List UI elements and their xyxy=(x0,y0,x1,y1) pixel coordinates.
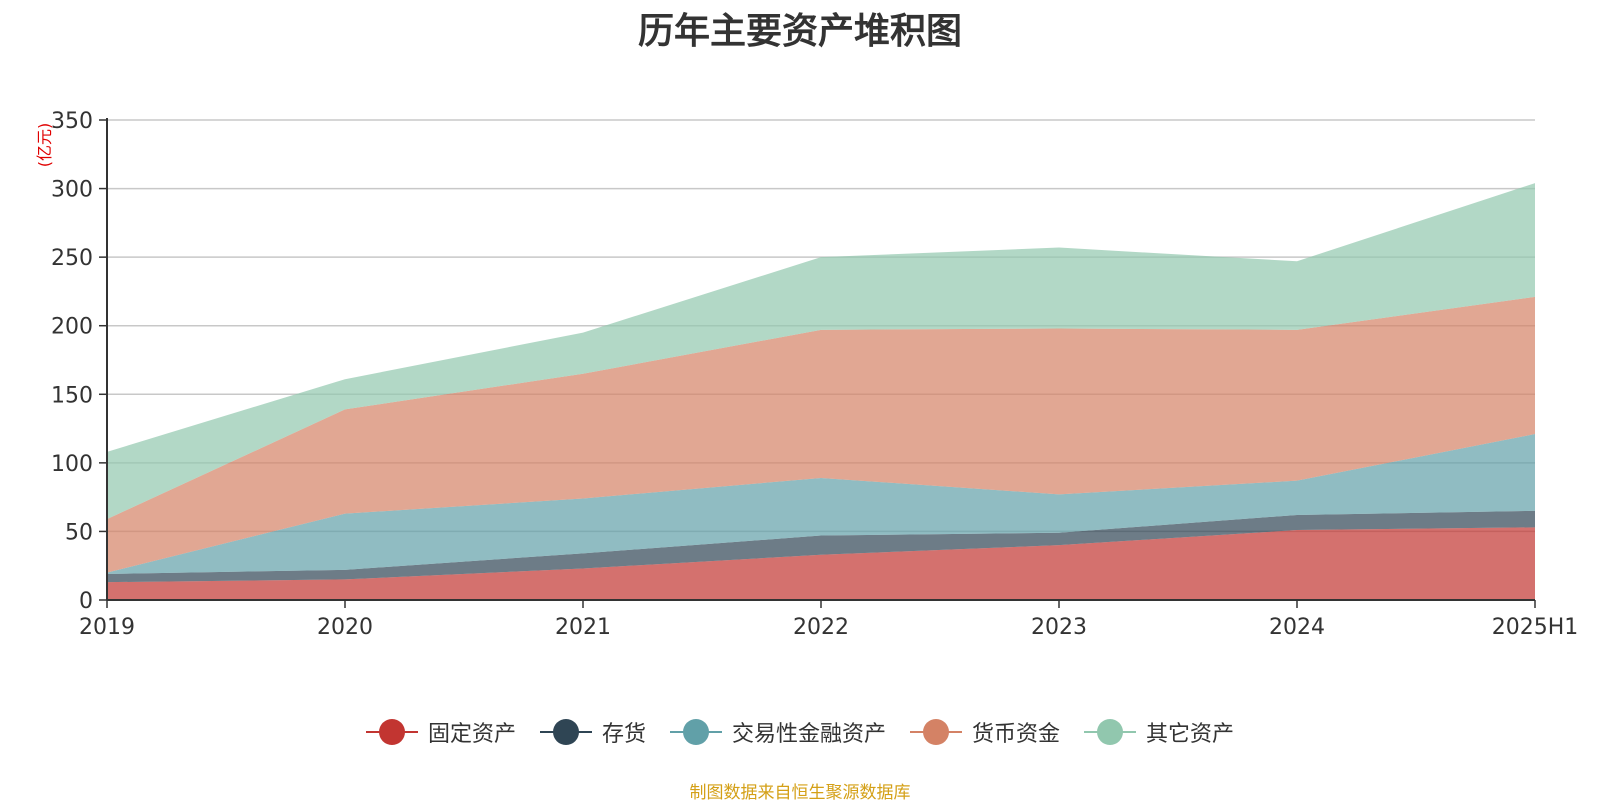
legend-label: 其它资产 xyxy=(1146,722,1235,747)
x-tick-label: 2024 xyxy=(1269,615,1325,640)
area-series xyxy=(107,183,1535,600)
legend-item-3[interactable]: 交易性金融资产 xyxy=(669,716,886,748)
x-tick-label: 2019 xyxy=(79,615,135,640)
legend-marker-icon xyxy=(1084,719,1137,745)
y-tick-label: 300 xyxy=(51,178,93,203)
area-series-5 xyxy=(107,183,1535,520)
legend-label: 存货 xyxy=(601,722,646,747)
legend-item-5[interactable]: 其它资产 xyxy=(1084,716,1234,748)
y-axis-unit-label: (亿元) xyxy=(35,123,54,168)
axes: 0 50 100 150 200 250 300 350 2019 2020 2021 2022 202… xyxy=(51,109,1578,640)
y-tick-label: 200 xyxy=(51,315,93,340)
x-tick-label: 2021 xyxy=(555,615,611,640)
area-series-3 xyxy=(107,434,1535,574)
legend-label: 交易性金融资产 xyxy=(731,722,886,747)
y-tick-label: 350 xyxy=(51,109,93,134)
legend-item-1[interactable]: 固定资产 xyxy=(365,716,516,748)
x-tick-label: 2025H1 xyxy=(1492,615,1579,640)
y-tick-label: 50 xyxy=(65,520,93,545)
source-note: 制图数据来自恒生聚源数据库 xyxy=(689,783,911,803)
legend-item-2[interactable]: 存货 xyxy=(539,716,646,748)
legend: 固定资产 存货 交易性金融资产 货币资金 其它资产 xyxy=(0,716,1600,748)
legend-marker-icon xyxy=(910,719,962,745)
legend-label: 固定资产 xyxy=(427,722,516,747)
y-tick-label: 100 xyxy=(51,452,93,477)
area-series-1 xyxy=(107,527,1535,600)
legend-marker-icon xyxy=(669,719,722,745)
area-series-4 xyxy=(107,296,1535,573)
legend-label: 货币资金 xyxy=(972,722,1061,747)
stacked-area-chart: 0 50 100 150 200 250 300 350 2019 2020 2021 2022 202… xyxy=(35,109,1578,640)
y-tick-label: 0 xyxy=(79,589,93,614)
y-tick-label: 250 xyxy=(51,246,93,271)
area-series-2 xyxy=(107,510,1535,583)
x-tick-label: 2020 xyxy=(317,615,373,640)
chart-title: 历年主要资产堆积图 xyxy=(637,11,962,52)
legend-marker-icon xyxy=(365,719,418,745)
y-tick-label: 150 xyxy=(51,383,93,408)
x-tick-label: 2022 xyxy=(793,615,849,640)
legend-item-4[interactable]: 货币资金 xyxy=(910,716,1060,748)
legend-marker-icon xyxy=(539,719,592,745)
x-tick-label: 2023 xyxy=(1031,615,1087,640)
